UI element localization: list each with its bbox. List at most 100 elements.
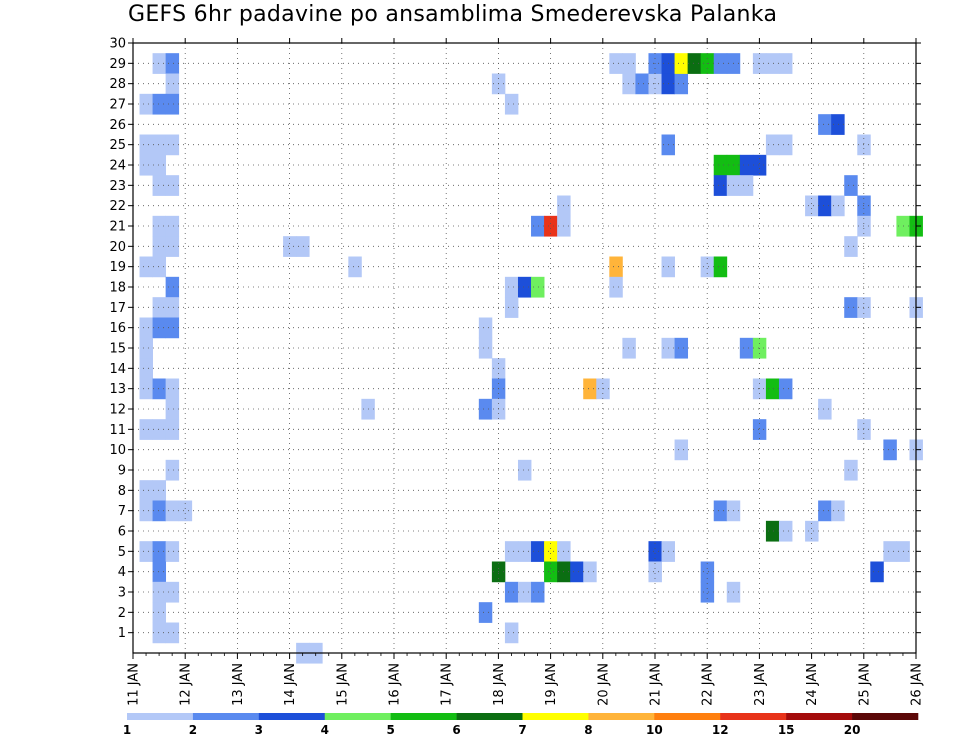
x-tick-label: 11 JAN xyxy=(127,663,142,706)
y-tick-label: 5 xyxy=(118,545,126,560)
heatmap-cell xyxy=(152,541,167,562)
heatmap-cell xyxy=(478,398,493,420)
y-tick-label: 29 xyxy=(109,57,126,72)
heatmap-cell xyxy=(152,134,167,156)
heatmap-cell xyxy=(517,276,532,298)
y-tick-label: 22 xyxy=(109,199,126,214)
colorbar-segment xyxy=(456,713,523,720)
heatmap-cell xyxy=(739,154,754,176)
heatmap-cell xyxy=(883,439,897,461)
heatmap-cell xyxy=(152,154,167,176)
heatmap-cell xyxy=(544,215,558,237)
x-tick-label: 18 JAN xyxy=(492,663,507,706)
heatmap-cell xyxy=(139,256,153,278)
heatmap-cell xyxy=(713,154,728,176)
heatmap-cell xyxy=(857,419,871,440)
y-axis: 1234567891011121314151617181920212223242… xyxy=(109,37,921,641)
heatmap-cell xyxy=(165,276,180,298)
heatmap-cell xyxy=(544,561,558,583)
x-tick-label: 13 JAN xyxy=(231,663,246,706)
heatmap-cell xyxy=(152,53,167,74)
y-tick-label: 11 xyxy=(109,423,126,438)
heatmap-cell xyxy=(805,520,819,542)
x-tick-label: 24 JAN xyxy=(805,663,820,706)
heatmap-cell xyxy=(348,256,362,278)
y-tick-label: 13 xyxy=(109,382,126,397)
heatmap-cell xyxy=(622,73,636,95)
y-tick-label: 18 xyxy=(109,281,126,296)
heatmap-cell xyxy=(674,53,689,74)
y-tick-label: 1 xyxy=(118,626,126,641)
heatmap-cell xyxy=(165,378,180,400)
heatmap-cell xyxy=(635,73,649,95)
colorbar-segment xyxy=(720,713,787,720)
heatmap-cell xyxy=(152,215,167,237)
colorbar-segment xyxy=(390,713,457,720)
heatmap-cell xyxy=(152,419,167,440)
heatmap-cell xyxy=(765,134,780,156)
heatmap-cell xyxy=(165,53,180,74)
heatmap-cell xyxy=(700,256,715,278)
heatmap-cell xyxy=(713,53,728,74)
heatmap-cell xyxy=(504,297,519,318)
y-tick-label: 17 xyxy=(109,301,126,316)
heatmap-cell xyxy=(778,520,793,542)
colorbar-segment xyxy=(588,713,655,720)
heatmap-cell xyxy=(765,378,780,400)
y-tick-label: 12 xyxy=(109,403,126,418)
heatmap-cell xyxy=(504,276,519,298)
y-tick-label: 19 xyxy=(109,260,126,275)
heatmap-cell xyxy=(139,134,153,156)
heatmap-cell xyxy=(165,297,180,318)
y-tick-label: 7 xyxy=(118,504,126,519)
heatmap-cell xyxy=(818,398,832,420)
y-tick-label: 20 xyxy=(109,240,126,255)
heatmap-cell xyxy=(531,276,545,298)
gridlines xyxy=(133,43,916,653)
heatmap-cell xyxy=(857,195,871,217)
heatmap-cell xyxy=(165,134,180,156)
heatmap-cell xyxy=(517,459,532,481)
heatmap-cell xyxy=(165,419,180,440)
colorbar-label: 7 xyxy=(518,723,526,737)
heatmap-cell xyxy=(165,317,180,339)
x-tick-label: 14 JAN xyxy=(283,663,298,706)
heatmap-cell xyxy=(139,337,153,359)
heatmap-cell xyxy=(165,175,180,196)
y-tick-label: 30 xyxy=(109,37,126,52)
y-tick-label: 24 xyxy=(109,159,126,174)
heatmap-cell xyxy=(622,53,636,74)
heatmap-cell xyxy=(831,195,845,217)
heatmap-cell xyxy=(139,317,153,339)
heatmap-cell xyxy=(713,175,728,196)
heatmap-cell xyxy=(504,622,519,644)
heatmap-cell xyxy=(805,195,819,217)
colorbar-segment xyxy=(654,713,721,720)
heatmap-cell xyxy=(831,500,845,522)
heatmap-cell xyxy=(152,480,167,501)
x-tick-label: 22 JAN xyxy=(701,663,716,706)
y-tick-label: 21 xyxy=(109,220,126,235)
heatmap-cell xyxy=(478,602,493,623)
y-tick-label: 9 xyxy=(118,464,126,479)
heatmap-cell xyxy=(152,93,167,115)
colorbar-label: 3 xyxy=(255,723,263,737)
heatmap-cell xyxy=(283,236,297,257)
heatmap-cell xyxy=(517,541,532,562)
y-tick-label: 28 xyxy=(109,77,126,92)
heatmap-cell xyxy=(165,581,180,603)
heatmap-cell xyxy=(739,175,754,196)
y-tick-label: 10 xyxy=(109,443,126,458)
colorbar-label: 8 xyxy=(584,723,592,737)
heatmap-cell xyxy=(713,500,728,522)
x-axis: 11 JAN 12 JAN 13 JAN 14 JAN 15 JAN 16 JAN 17 J… xyxy=(127,38,925,706)
heatmap-cell xyxy=(609,276,623,298)
colorbar-label: 5 xyxy=(386,723,394,737)
y-tick-label: 26 xyxy=(109,118,126,133)
heatmap-cell xyxy=(139,500,153,522)
heatmap-cell xyxy=(478,317,493,339)
heatmap-cell xyxy=(883,541,897,562)
colorbar-label: 12 xyxy=(712,723,729,737)
heatmap-cell xyxy=(152,500,167,522)
